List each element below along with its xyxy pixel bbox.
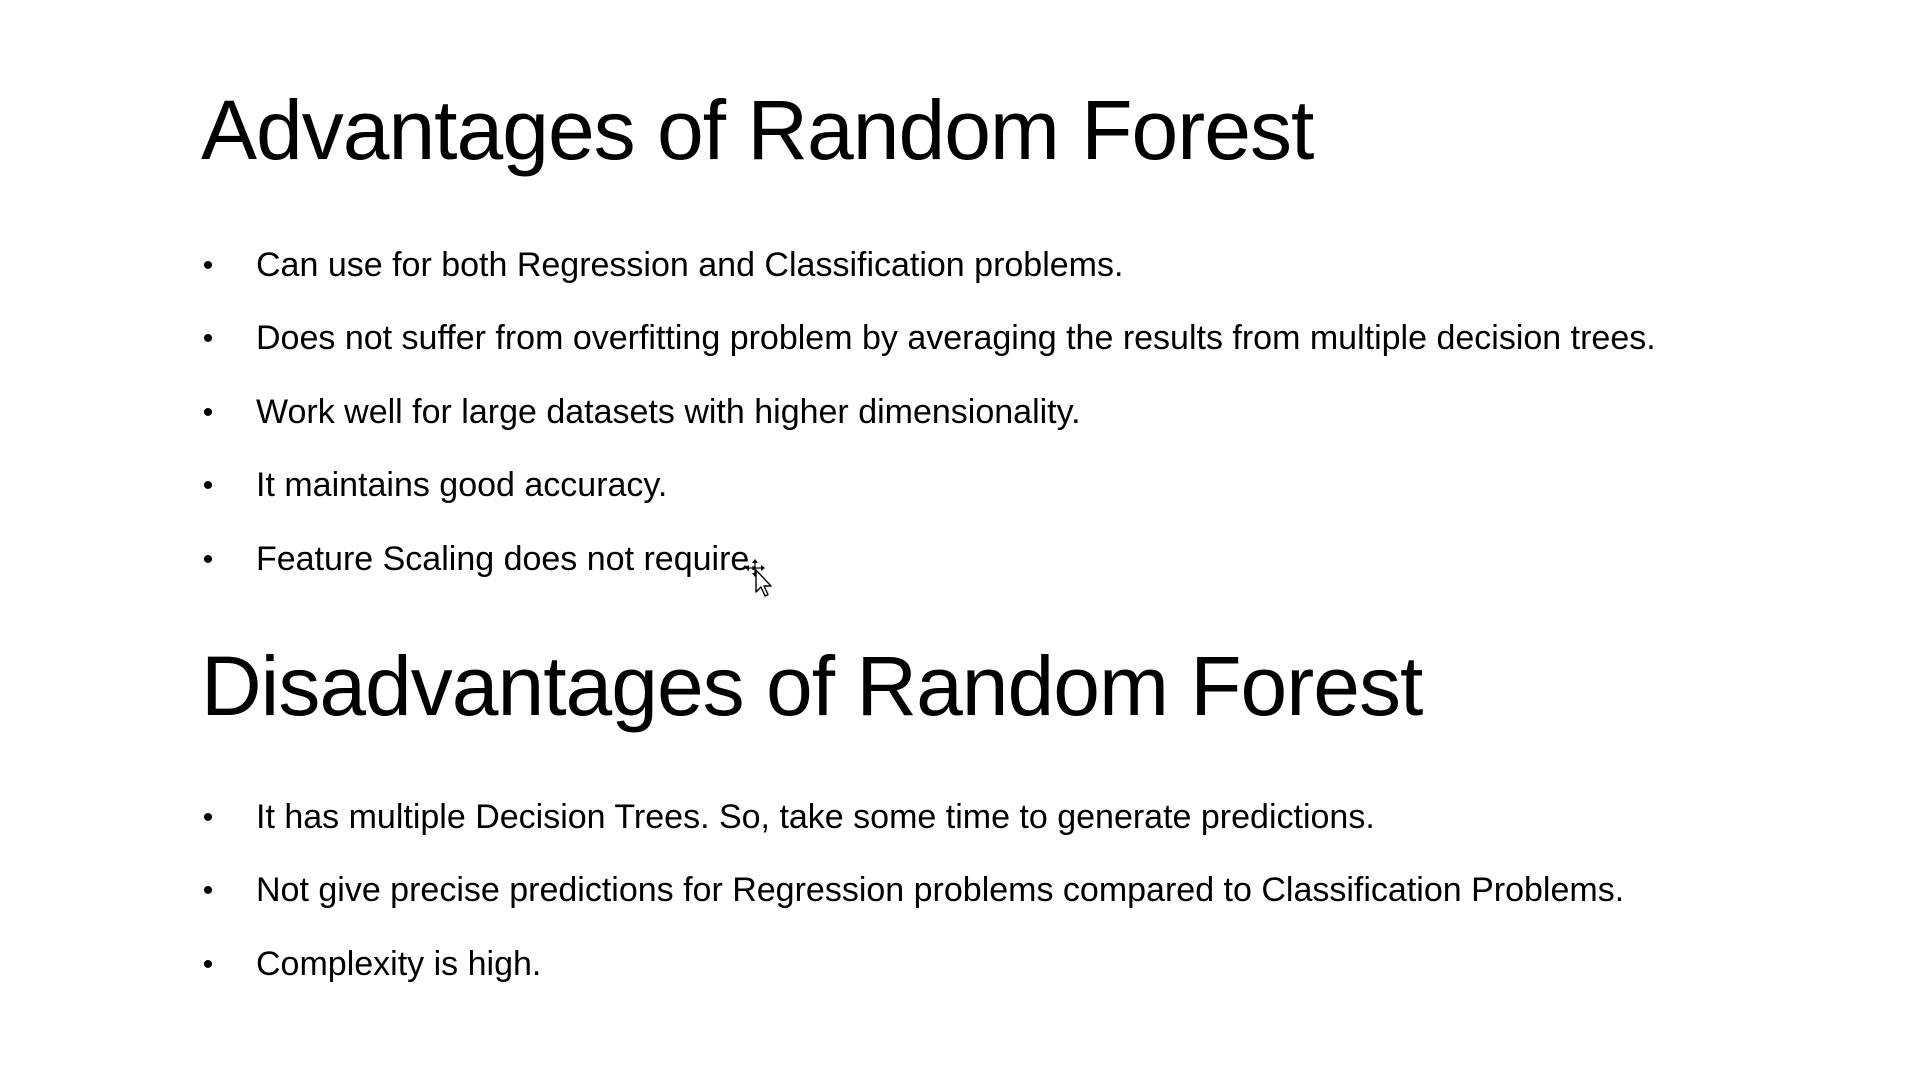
disadvantage-text: It has multiple Decision Trees. So, take…	[256, 797, 1375, 836]
disadvantages-list: • It has multiple Decision Trees. So, ta…	[201, 781, 1881, 1002]
advantage-item: • Can use for both Regression and Classi…	[201, 229, 1881, 303]
advantage-item: • Feature Scaling does not require.	[201, 523, 1881, 597]
advantage-text: Can use for both Regression and Classifi…	[256, 245, 1124, 284]
advantage-item: • It maintains good accuracy.	[201, 449, 1881, 523]
bullet-icon: •	[202, 874, 214, 907]
bullet-icon: •	[202, 542, 214, 576]
bullet-icon: •	[202, 322, 214, 355]
disadvantage-item: • It has multiple Decision Trees. So, ta…	[201, 781, 1881, 855]
disadvantage-item: • Not give precise predictions for Regre…	[201, 854, 1881, 928]
advantage-text: Work well for large datasets with higher…	[256, 392, 1081, 431]
advantages-section: Advantages of Random Forest • Can use fo…	[201, 80, 1881, 596]
advantage-item: • Does not suffer from overfitting probl…	[201, 302, 1881, 376]
disadvantages-section: Disadvantages of Random Forest • It has …	[201, 636, 1881, 1001]
advantage-item: • Work well for large datasets with high…	[201, 376, 1881, 450]
advantage-text: Feature Scaling does not require.	[256, 539, 759, 578]
disadvantage-item: • Complexity is high.	[201, 928, 1881, 1002]
disadvantage-text: Complexity is high.	[256, 944, 542, 983]
advantage-text: It maintains good accuracy.	[256, 466, 668, 504]
bullet-icon: •	[202, 947, 214, 981]
disadvantages-title: Disadvantages of Random Forest	[201, 639, 1423, 733]
move-cursor-icon	[745, 559, 772, 597]
bullet-icon: •	[202, 800, 214, 834]
advantage-text: Does not suffer from overfitting problem…	[256, 319, 1656, 357]
disadvantage-text: Not give precise predictions for Regress…	[256, 871, 1625, 909]
advantages-title: Advantages of Random Forest	[201, 83, 1314, 177]
advantages-list: • Can use for both Regression and Classi…	[201, 229, 1881, 597]
bullet-icon: •	[202, 469, 214, 502]
bullet-icon: •	[202, 248, 214, 282]
bullet-icon: •	[202, 395, 214, 429]
